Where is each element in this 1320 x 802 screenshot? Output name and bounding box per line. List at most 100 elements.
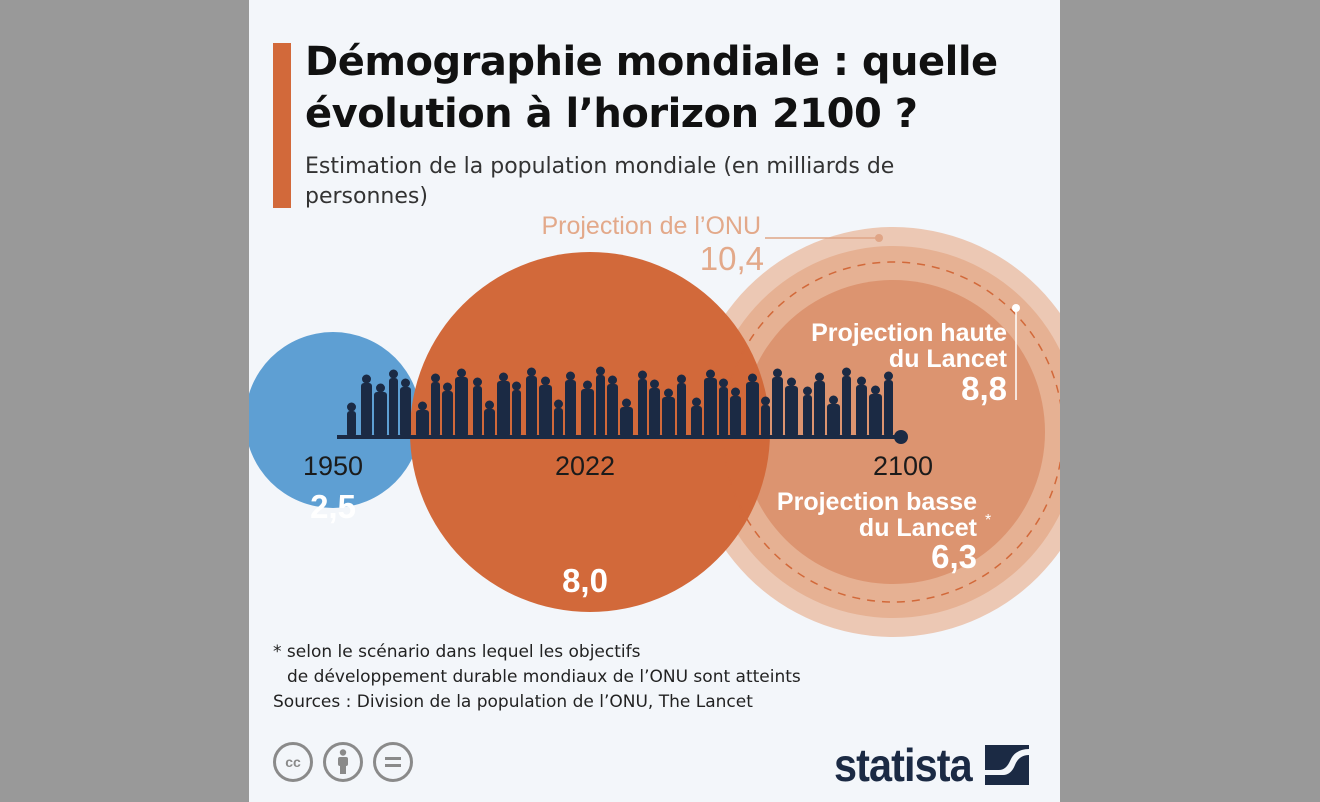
person-head (773, 368, 782, 378)
person-body (389, 378, 398, 437)
chart-title: Démographie mondiale : quelle évolution … (305, 39, 998, 137)
person-body (526, 376, 537, 437)
person-head (485, 400, 494, 410)
onu-value: 10,4 (700, 240, 764, 277)
person-head (362, 374, 371, 384)
basse-value: 6,3 (931, 538, 977, 575)
person-head (815, 372, 824, 382)
person-head (608, 375, 617, 385)
person-head (401, 378, 410, 388)
person-body (374, 392, 387, 437)
person-body (620, 407, 633, 437)
person-head (677, 374, 686, 384)
person-head (706, 369, 715, 379)
basse-label-line2: du Lancet (859, 514, 978, 542)
person-body (746, 382, 759, 437)
person-head (554, 399, 563, 409)
person-body (607, 384, 618, 437)
person-body (827, 404, 840, 437)
onu-label: Projection de l’ONU (541, 212, 761, 240)
statista-logo-icon (985, 745, 1030, 785)
person-head (596, 366, 605, 376)
person-head (443, 382, 452, 392)
person-head (473, 377, 482, 387)
person-body (772, 377, 783, 437)
person-body (814, 381, 825, 437)
footnote-line-2: de développement durable mondiaux de l’O… (287, 667, 801, 687)
person-head (884, 371, 893, 381)
crowd-silhouettes (347, 366, 893, 437)
person-body (730, 396, 741, 437)
person-head (541, 376, 550, 386)
person-head (803, 386, 812, 396)
person-head (731, 387, 740, 397)
year-1950: 1950 (303, 451, 363, 481)
person-body (856, 385, 867, 437)
person-head (583, 380, 592, 390)
basse-asterisk: * (985, 512, 991, 529)
title-accent-bar (273, 43, 291, 208)
year-2022: 2022 (555, 451, 615, 481)
person-head (638, 370, 647, 380)
person-body (484, 409, 495, 437)
bubble-1950 (249, 332, 421, 508)
year-2100: 2100 (873, 451, 933, 481)
person-head (566, 371, 575, 381)
person-head (719, 378, 728, 388)
person-head (692, 397, 701, 407)
timeline-end-dot (894, 430, 908, 444)
person-head (664, 388, 673, 398)
person-head (871, 385, 880, 395)
value-1950: 2,5 (310, 488, 356, 525)
person-body (704, 378, 717, 437)
person-body (473, 386, 482, 437)
person-body (554, 408, 563, 437)
person-head (787, 377, 796, 387)
person-head (842, 367, 851, 377)
person-body (400, 387, 411, 437)
haute-label-line2: du Lancet (889, 345, 1008, 373)
person-head (457, 368, 466, 378)
haute-leader-dot (1012, 304, 1020, 312)
person-head (622, 398, 631, 408)
logo-wordmark: statista (834, 739, 973, 791)
statista-logo[interactable]: statista (834, 738, 1030, 792)
person-body (842, 376, 851, 437)
person-body (565, 380, 576, 437)
person-body (761, 405, 770, 437)
person-head (748, 373, 757, 383)
value-2022: 8,0 (562, 562, 608, 599)
person-head (512, 381, 521, 391)
onu-dashed-ring (722, 261, 1060, 603)
person-body (455, 377, 468, 437)
person-head (431, 373, 440, 383)
person-body (416, 410, 429, 437)
license-icons: cc (273, 742, 413, 782)
haute-value: 8,8 (961, 370, 1007, 407)
no-derivatives-icon[interactable] (373, 742, 413, 782)
person-body (638, 379, 647, 437)
person-body (596, 375, 605, 437)
person-head (650, 379, 659, 389)
chart-subtitle: Estimation de la population mondiale (en… (305, 154, 895, 209)
person-head (418, 401, 427, 411)
person-head (347, 402, 356, 412)
person-body (431, 382, 440, 437)
person-body (785, 386, 798, 437)
footnote-line-1: * selon le scénario dans lequel les obje… (273, 642, 641, 662)
person-body (662, 397, 675, 437)
person-body (719, 387, 728, 437)
person-head (527, 367, 536, 377)
person-body (884, 380, 893, 437)
infographic: Démographie mondiale : quelle évolution … (249, 0, 1060, 802)
onu-leader-dot (875, 234, 883, 242)
person-body (803, 395, 812, 437)
person-body (512, 390, 521, 437)
cc-icon[interactable]: cc (273, 742, 313, 782)
person-head (761, 396, 770, 406)
person-body (691, 406, 702, 437)
person-head (389, 369, 398, 379)
attribution-icon[interactable] (323, 742, 363, 782)
sources: Sources : Division de la population de l… (273, 692, 753, 712)
person-body (581, 389, 594, 437)
